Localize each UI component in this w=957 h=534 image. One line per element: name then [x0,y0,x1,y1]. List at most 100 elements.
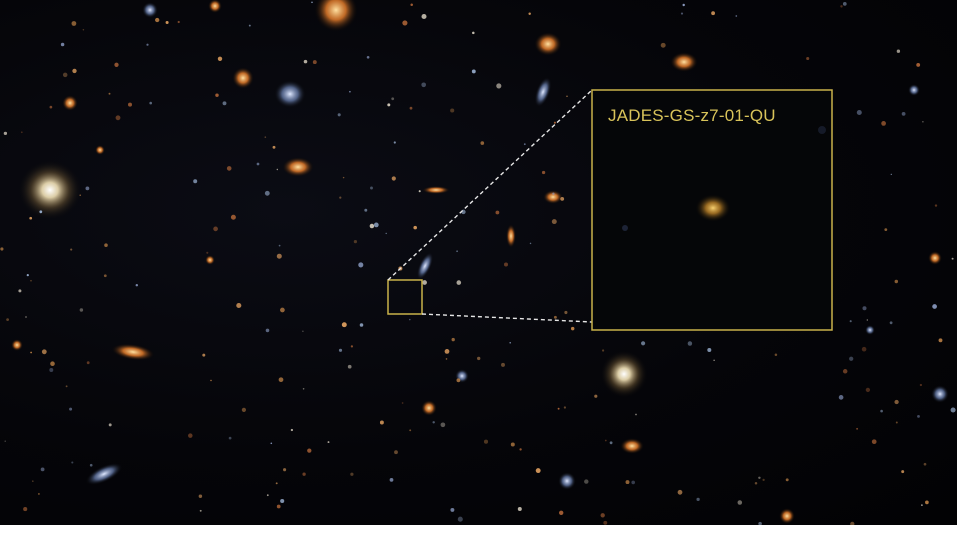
faint-galaxy [302,388,305,390]
faint-galaxy [762,478,765,482]
faint-galaxy [884,228,888,232]
faint-galaxy [471,69,476,74]
faint-galaxy [50,361,55,367]
faint-galaxy [445,358,448,360]
faint-galaxy [422,280,427,285]
faint-galaxy [951,257,954,260]
faint-galaxy [553,121,556,124]
faint-galaxy [188,433,193,438]
faint-galaxy [557,407,560,410]
target-galaxy [695,194,731,222]
faint-galaxy [302,330,304,332]
faint-galaxy [631,480,636,485]
faint-galaxy [135,283,139,287]
faint-galaxy [451,337,455,342]
faint-galaxy [871,439,877,445]
faint-galaxy [280,307,285,313]
galaxy [111,343,155,361]
faint-galaxy [635,413,637,416]
faint-galaxy [108,423,112,427]
faint-galaxy [177,20,180,24]
faint-galaxy [535,468,541,474]
faint-galaxy [213,226,218,232]
faint-galaxy [103,274,107,278]
galaxy [232,67,254,89]
faint-galaxy [849,356,854,361]
faint-galaxy [307,448,312,453]
faint-galaxy [394,450,398,455]
faint-galaxy [842,2,847,6]
faint-galaxy [921,504,923,506]
faint-galaxy [339,196,342,199]
faint-galaxy [241,407,246,412]
faint-galaxy [696,497,700,502]
faint-galaxy [79,308,84,312]
faint-galaxy [917,414,920,418]
galaxy [11,339,23,351]
faint-galaxy [104,243,108,247]
faint-galaxy [504,262,508,267]
faint-galaxy [432,421,435,424]
faint-galaxy [215,93,219,97]
faint-galaxy [276,253,282,259]
faint-galaxy [551,219,557,225]
faint-galaxy [114,62,119,67]
faint-galaxy [707,348,712,352]
faint-galaxy [341,322,347,328]
faint-galaxy [385,232,387,235]
faint-galaxy [0,247,4,251]
faint-galaxy [264,136,267,138]
faint-galaxy [4,440,6,442]
faint-galaxy [6,318,9,321]
faint-galaxy [421,13,427,20]
galaxy [779,508,795,524]
faint-galaxy [889,321,893,325]
faint-galaxy [901,112,906,116]
faint-galaxy [625,480,630,485]
faint-galaxy [418,190,421,193]
galaxy [282,157,314,177]
faint-galaxy [155,17,160,23]
galaxy [928,251,942,265]
faint-galaxy [199,509,202,512]
faint-galaxy [477,356,481,361]
faint-galaxy [18,289,22,293]
faint-galaxy [735,15,738,17]
faint-galaxy [72,68,77,74]
faint-galaxy [353,240,357,244]
faint-galaxy [866,319,868,321]
faint-galaxy [364,208,368,212]
faint-galaxy [217,56,223,61]
faint-galaxy [923,462,927,466]
faint-galaxy [529,242,532,245]
faint-galaxy [862,306,867,311]
galaxy [931,385,949,403]
faint-galaxy [23,507,28,512]
faint-galaxy [603,520,608,525]
faint-galaxy [402,20,408,26]
faint-galaxy [938,338,943,343]
bright-star [600,350,648,398]
galaxy [422,186,450,194]
faint-galaxy [410,3,413,6]
faint-galaxy [275,482,278,485]
faint-galaxy [880,409,883,413]
faint-galaxy [559,510,564,515]
faint-galaxy [495,210,500,215]
galaxy [506,224,516,248]
faint-galaxy [270,442,273,445]
faint-galaxy [517,507,522,511]
faint-galaxy [20,131,23,134]
faint-galaxy [480,141,485,145]
faint-galaxy [602,349,605,352]
faint-galaxy [553,315,557,319]
faint-galaxy [401,402,404,404]
faint-galaxy [280,498,285,504]
galaxy [314,0,358,32]
faint-galaxy [409,106,413,110]
zoom-inset [591,89,833,331]
galaxy [543,190,563,204]
faint-galaxy [302,472,306,476]
faint-galaxy [272,145,276,149]
